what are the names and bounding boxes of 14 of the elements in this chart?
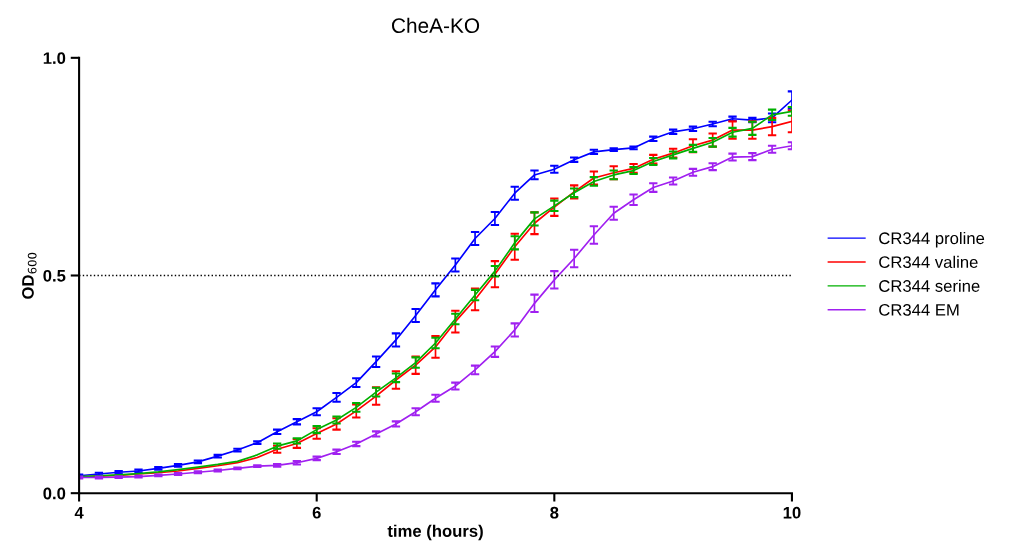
- x-tick-label: 8: [550, 506, 559, 519]
- x-axis-title: time (hours): [387, 524, 483, 541]
- y-axis-title: OD$_{600}$: [22, 252, 37, 299]
- x-tick-label: 4: [74, 506, 84, 519]
- legend-label: CR344 EM: [879, 303, 959, 316]
- y-tick-label: 0.0: [43, 487, 66, 500]
- y-tick-label: 0.5: [43, 269, 66, 282]
- x-tick-label: 10: [783, 506, 801, 519]
- legend-label: CR344 proline: [879, 231, 985, 248]
- legend-label: CR344 serine: [879, 279, 980, 292]
- legend-label: CR344 valine: [879, 255, 978, 269]
- x-tick-label: 6: [312, 506, 321, 519]
- chart-title: CheA-KO: [392, 17, 480, 34]
- y-tick-label: 1.0: [43, 52, 66, 65]
